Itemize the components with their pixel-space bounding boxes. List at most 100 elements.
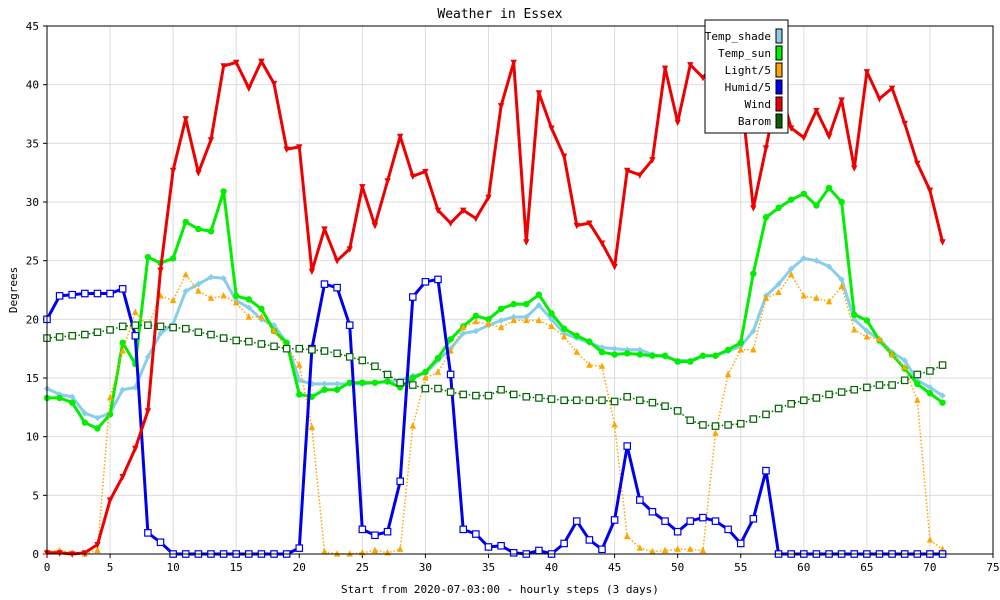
barom-point bbox=[106, 326, 114, 334]
wind-point bbox=[119, 473, 126, 481]
wind-point bbox=[132, 445, 139, 453]
temp-sun-point bbox=[800, 190, 807, 197]
temp-sun-point bbox=[169, 255, 177, 262]
light-5-point bbox=[825, 297, 833, 305]
light-5-point bbox=[119, 347, 126, 354]
humid-5-point bbox=[673, 527, 682, 536]
wind-point bbox=[422, 168, 429, 176]
humid-5-point bbox=[358, 525, 367, 534]
temp-shade-point bbox=[611, 345, 618, 352]
light-5-point bbox=[321, 547, 328, 555]
temp-shade-point bbox=[863, 327, 871, 335]
x-tick-label: 40 bbox=[545, 561, 558, 574]
barom-point bbox=[282, 344, 291, 353]
wind-point bbox=[825, 133, 833, 141]
x-tick-label: 20 bbox=[293, 561, 306, 574]
temp-sun-point bbox=[775, 204, 782, 212]
light-5-point bbox=[169, 296, 177, 304]
temp-sun-point bbox=[598, 348, 606, 356]
wind-point bbox=[384, 178, 391, 185]
barom-point bbox=[219, 334, 228, 342]
temp-shade-point bbox=[598, 344, 606, 351]
barom-point bbox=[900, 376, 909, 385]
temp-shade-point bbox=[220, 275, 227, 282]
humid-5-point bbox=[724, 525, 732, 534]
temp-shade-point bbox=[157, 330, 164, 337]
wind-point bbox=[687, 62, 694, 69]
temp-sun-point bbox=[346, 379, 353, 386]
temp-shade-point bbox=[535, 302, 543, 309]
light-5-point bbox=[724, 370, 732, 378]
legend-swatch-light-5 bbox=[775, 62, 783, 78]
barom-point bbox=[484, 391, 493, 400]
light-5-point bbox=[207, 294, 215, 301]
barom-point bbox=[724, 421, 732, 429]
humid-5-point bbox=[736, 539, 745, 548]
barom-point bbox=[875, 381, 884, 389]
wind-point bbox=[813, 107, 820, 115]
wind-point bbox=[56, 550, 63, 557]
x-tick-label: 65 bbox=[860, 561, 873, 574]
humid-5-point bbox=[686, 517, 695, 525]
wind-point bbox=[169, 167, 177, 175]
y-tick-label: 0 bbox=[32, 548, 39, 561]
wind-point bbox=[560, 153, 568, 161]
wind-point bbox=[762, 145, 770, 152]
light-5-point bbox=[573, 348, 580, 355]
wind-point bbox=[624, 167, 631, 175]
wind-point bbox=[851, 165, 858, 172]
light-5-point bbox=[220, 292, 227, 299]
temp-shade-point bbox=[813, 257, 820, 264]
humid-5-point bbox=[106, 289, 114, 298]
temp-sun-point bbox=[674, 358, 681, 365]
temp-sun-point bbox=[472, 312, 480, 320]
wind-point bbox=[750, 205, 757, 212]
temp-sun-point bbox=[624, 350, 631, 357]
temp-sun-point bbox=[825, 184, 833, 192]
temp-shade-point bbox=[914, 377, 921, 384]
temp-sun-point bbox=[296, 391, 303, 398]
temp-shade-point bbox=[245, 304, 253, 311]
barom-point bbox=[245, 337, 253, 346]
y-tick-label: 40 bbox=[26, 79, 39, 92]
light-5-point bbox=[548, 322, 555, 329]
wind-point bbox=[157, 267, 164, 274]
temp-sun-point bbox=[485, 316, 492, 323]
wind-point bbox=[396, 133, 404, 141]
barom-point bbox=[522, 392, 531, 401]
barom-point bbox=[888, 381, 896, 389]
wind-point bbox=[573, 222, 580, 230]
humid-5-point bbox=[93, 289, 102, 298]
temp-sun-point bbox=[851, 311, 858, 318]
wind-point bbox=[434, 207, 442, 215]
barom-point bbox=[648, 398, 657, 407]
humid-5-point bbox=[118, 285, 127, 293]
light-5-point bbox=[901, 363, 908, 371]
legend-swatch-barom bbox=[775, 113, 783, 129]
wind-point bbox=[220, 63, 227, 70]
barom-point bbox=[93, 328, 102, 337]
barom-point bbox=[762, 410, 770, 419]
barom-point bbox=[699, 421, 707, 429]
temp-shade-point bbox=[69, 393, 76, 400]
humid-5-point bbox=[610, 516, 619, 524]
x-tick-label: 10 bbox=[167, 561, 180, 574]
temp-sun-point bbox=[560, 325, 568, 332]
barom-point bbox=[144, 321, 152, 330]
temp-sun-point bbox=[636, 351, 644, 358]
humid-5-point bbox=[371, 531, 379, 540]
temp-shade-point bbox=[939, 392, 946, 399]
barom-point bbox=[270, 342, 278, 351]
wind-series bbox=[43, 58, 946, 558]
temp-sun-series bbox=[43, 184, 946, 432]
temp-sun-point bbox=[523, 300, 530, 308]
barom-point bbox=[673, 407, 682, 415]
temp-sun-point bbox=[813, 202, 820, 209]
barom-point bbox=[610, 397, 619, 406]
light-5-point bbox=[712, 429, 719, 436]
x-tick-label: 50 bbox=[671, 561, 684, 574]
light-5-point bbox=[750, 346, 757, 353]
wind-point bbox=[535, 90, 543, 97]
